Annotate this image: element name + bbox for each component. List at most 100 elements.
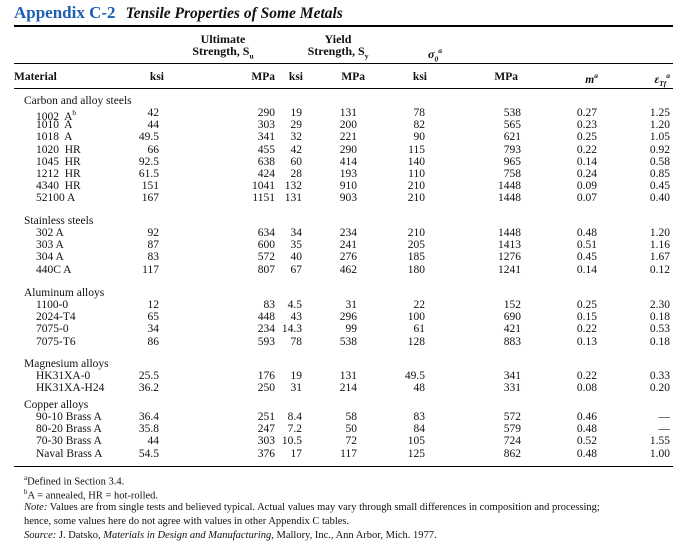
table-row: 303 A 87 600 35 241 205 1413 0.51 1.16 <box>0 239 683 251</box>
material-name-text: 1002 A <box>36 110 73 123</box>
value-cell: 910 <box>339 180 357 193</box>
value-cell: 28 <box>290 168 303 180</box>
value-cell: 10.5 <box>281 435 302 448</box>
table-row: 1018 A 49.5 341 32 221 90 621 0.25 1.05 <box>0 131 683 143</box>
material-name: 302 A <box>36 227 64 239</box>
table-row: 302 A 92 634 34 234 210 1448 0.48 1.20 <box>0 227 683 239</box>
value-cell: 49.5 <box>138 131 159 144</box>
ultimate-header-sub: u <box>249 51 254 61</box>
table-row: 1010 A 44 303 29 200 82 565 0.23 1.20 <box>0 119 683 131</box>
value-cell: 78 <box>290 335 303 348</box>
material-name-text: 80-20 Brass A <box>36 423 102 436</box>
value-cell: 593 <box>257 335 275 348</box>
value-cell: 117 <box>340 447 357 460</box>
value-cell: 303 <box>257 119 275 132</box>
material-name-text: 7075-0 <box>36 323 69 336</box>
value-cell: 0.24 <box>576 168 597 180</box>
value-cell: 31 <box>290 382 303 395</box>
value-cell: 25.5 <box>138 370 159 382</box>
value-cell: 0.18 <box>649 335 670 348</box>
material-name-text: 1045 HR <box>36 155 81 168</box>
value-cell: 12 <box>147 299 160 311</box>
unit-sigma-mpa: MPa <box>494 71 518 83</box>
value-cell: 131 <box>339 370 357 382</box>
value-cell: 807 <box>257 263 275 276</box>
table-row: 1002 Ab 42 290 19 131 78 538 0.27 1.25 <box>0 107 683 123</box>
value-cell: 99 <box>345 323 358 336</box>
value-cell: 92 <box>147 227 160 239</box>
value-cell: 176 <box>257 370 275 382</box>
material-name: 4340 HR <box>36 180 81 192</box>
m-symbol: m <box>585 73 595 86</box>
value-cell: 8.4 <box>287 411 302 423</box>
value-cell: 34 <box>147 323 160 336</box>
note-text-2: hence, some values here do not agree wit… <box>24 516 350 527</box>
value-cell: 1.20 <box>649 119 670 132</box>
value-cell: 19 <box>290 370 303 382</box>
value-cell: 241 <box>339 239 357 252</box>
value-cell: 100 <box>407 311 425 324</box>
material-name: 7075-T6 <box>36 336 76 348</box>
value-cell: 49.5 <box>404 370 425 382</box>
value-cell: 54.5 <box>138 447 159 460</box>
unit-ult-mpa: MPa <box>251 71 275 83</box>
value-cell: 29 <box>290 119 303 132</box>
value-cell: 903 <box>339 192 357 205</box>
value-cell: 276 <box>339 251 357 264</box>
material-name-text: 70-30 Brass A <box>36 435 102 448</box>
value-cell: 19 <box>290 107 303 119</box>
value-cell: 43 <box>290 311 303 324</box>
value-cell: 414 <box>339 155 357 168</box>
value-cell: 0.14 <box>576 263 597 276</box>
value-cell: 1448 <box>498 180 521 193</box>
value-cell: 44 <box>147 119 160 132</box>
material-name: 1100-0 <box>36 299 68 311</box>
footnote-b-text: A = annealed, HR = hot-rolled. <box>27 490 159 502</box>
value-cell: 42 <box>147 107 160 119</box>
value-cell: 1151 <box>252 192 275 205</box>
value-cell: 0.48 <box>576 447 597 460</box>
material-name: 440C A <box>36 264 71 276</box>
value-cell: 251 <box>257 411 275 423</box>
footnote-marker: b <box>72 108 77 117</box>
value-cell: 36.2 <box>138 382 159 395</box>
value-cell: 115 <box>408 143 425 156</box>
value-cell: 572 <box>503 411 521 423</box>
value-cell: 131 <box>284 192 302 205</box>
material-name: 1212 HR <box>36 168 81 180</box>
value-cell: 61.5 <box>138 168 159 180</box>
value-cell: 44 <box>147 435 160 448</box>
group-title: Aluminum alloys <box>24 287 105 299</box>
material-name-text: HK31XA-H24 <box>36 382 105 395</box>
value-cell: 110 <box>408 168 425 180</box>
value-cell: 36.4 <box>138 411 159 423</box>
value-cell: 0.40 <box>649 192 670 205</box>
value-cell: 690 <box>503 311 521 324</box>
table-row: 1045 HR 92.5 638 60 414 140 965 0.14 0.58 <box>0 156 683 168</box>
value-cell: 424 <box>257 168 275 180</box>
value-cell: 1.67 <box>649 251 670 264</box>
material-name-text: HK31XA-0 <box>36 370 91 382</box>
value-cell: 0.23 <box>576 119 597 132</box>
table-row: 2024-T4 65 448 43 296 100 690 0.15 0.18 <box>0 311 683 323</box>
value-cell: 1241 <box>498 263 521 276</box>
value-cell: 0.13 <box>576 335 597 348</box>
value-cell: 1.16 <box>649 239 670 252</box>
yield-header-sub: y <box>364 51 369 61</box>
material-name: 80-20 Brass A <box>36 423 102 435</box>
value-cell: 214 <box>339 382 357 395</box>
material-name-text: 1018 A <box>36 131 73 144</box>
value-cell: 0.18 <box>649 311 670 324</box>
material-name: HK31XA-H24 <box>36 382 104 394</box>
material-name-text: 2024-T4 <box>36 311 76 324</box>
material-name: 52100 A <box>36 192 75 204</box>
note-label: Note: <box>24 502 48 513</box>
unit-ult-ksi: ksi <box>149 71 164 83</box>
value-cell: 341 <box>257 131 275 144</box>
value-cell: 34 <box>290 227 303 239</box>
value-cell: 4.5 <box>287 299 302 311</box>
value-cell: 0.45 <box>576 251 597 264</box>
value-cell: 35 <box>290 239 303 252</box>
table-row: 80-20 Brass A 35.8 247 7.2 50 84 579 0.48 — <box>0 423 683 435</box>
